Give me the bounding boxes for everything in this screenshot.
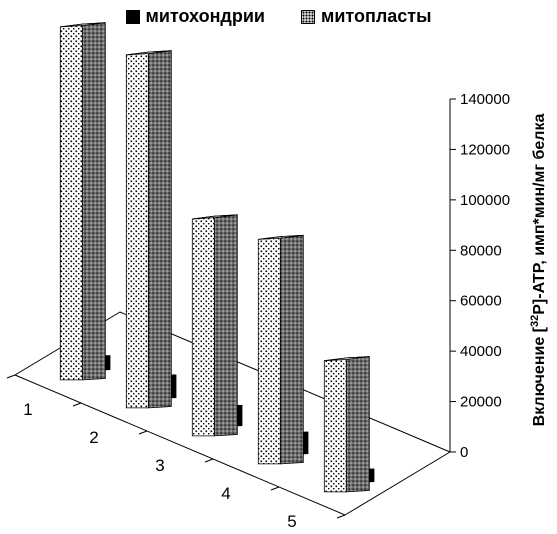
bar-front — [257, 236, 281, 465]
y-tick-label: 40000 — [460, 343, 502, 360]
category-label-1: 1 — [23, 400, 32, 419]
y-tick-label: 20000 — [460, 394, 502, 411]
y-axis-label: Включение [32P]-ATP, имп*мин/мг белка — [529, 114, 548, 427]
category-tick — [6, 374, 16, 379]
category-label-2: 2 — [89, 428, 98, 447]
category-tick — [72, 402, 82, 407]
bar-series-1-cat-3 — [191, 214, 238, 437]
bar-series-1-cat-1 — [59, 22, 106, 381]
legend-label-mitochondria: митохондрии — [145, 6, 266, 26]
bar-side — [81, 22, 106, 381]
bars — [59, 22, 375, 493]
legend-swatch-mitochondria — [125, 9, 140, 24]
chart-legend: митохондрии митопласты — [0, 6, 557, 27]
y-tick-label: 80000 — [460, 242, 502, 259]
bar-front — [323, 357, 347, 493]
bar-side — [147, 50, 172, 409]
legend-item-mitochondria: митохондрии — [125, 6, 266, 27]
category-labels: 1 2 3 4 5 — [23, 400, 296, 531]
category-tick — [138, 430, 148, 435]
category-tick — [204, 458, 214, 463]
value-axis: 0 20000 40000 60000 80000 100000 120000 140000 — [449, 91, 510, 461]
bar-top — [258, 234, 304, 240]
bar-series-1-cat-2 — [125, 50, 172, 409]
bar-side — [213, 214, 238, 437]
bar-series-1-cat-4 — [257, 234, 304, 465]
legend-label-mitoplasts: митопласты — [321, 6, 432, 26]
bar-top — [192, 214, 238, 220]
y-tick-label: 120000 — [460, 141, 510, 158]
y-tick-label: 100000 — [460, 192, 510, 209]
bar-side — [345, 356, 370, 493]
legend-swatch-mitoplasts — [301, 9, 315, 24]
bar-front — [125, 51, 149, 409]
bar-top — [324, 356, 370, 362]
legend-item-mitoplasts: митопласты — [301, 6, 431, 27]
bar-front — [59, 23, 83, 381]
y-tick-label: 0 — [460, 444, 468, 461]
category-tick — [270, 486, 280, 491]
category-label-4: 4 — [221, 484, 230, 503]
bar-front — [191, 215, 215, 437]
bar-top — [126, 50, 172, 56]
bar-side — [279, 234, 304, 465]
category-label-5: 5 — [287, 512, 296, 531]
bar-series-1-cat-5 — [323, 356, 370, 493]
category-label-3: 3 — [155, 456, 164, 475]
bar-top — [60, 22, 106, 28]
category-tick — [336, 514, 346, 519]
y-tick-label: 140000 — [460, 91, 510, 108]
y-tick-label: 60000 — [460, 293, 502, 310]
